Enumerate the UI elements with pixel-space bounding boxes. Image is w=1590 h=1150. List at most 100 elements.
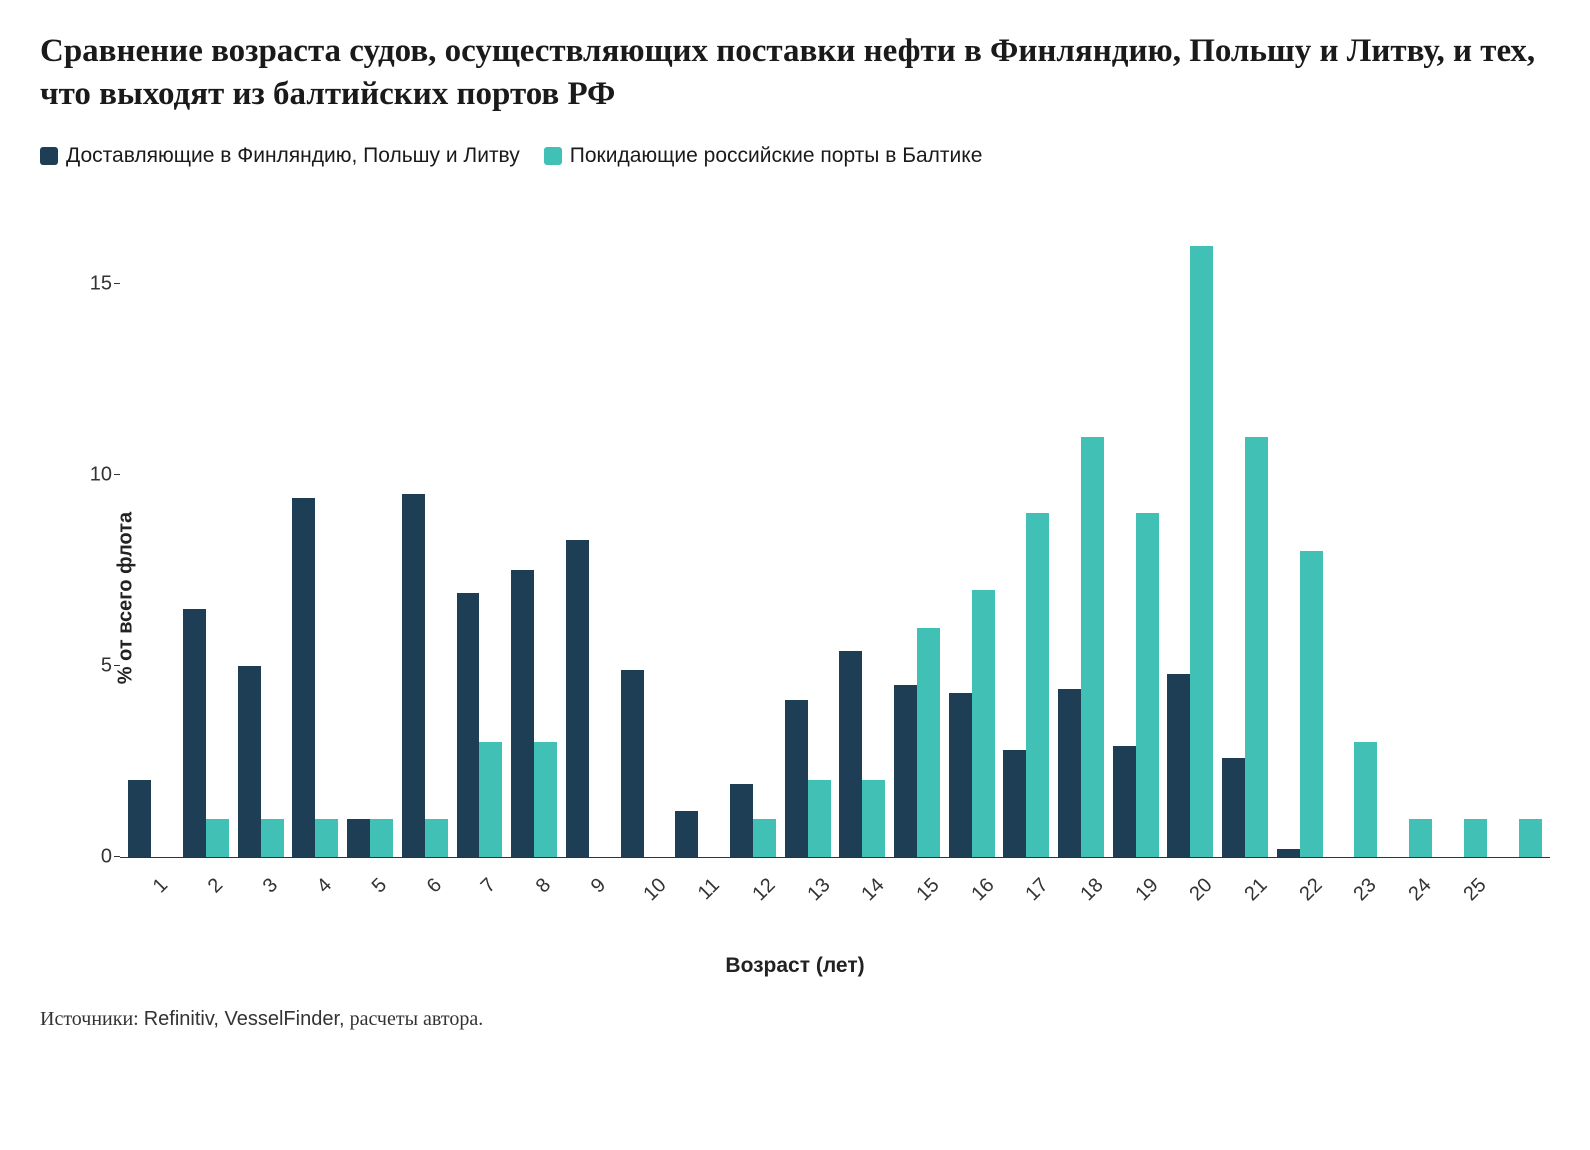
bar-series1 xyxy=(511,570,534,856)
bar-series1 xyxy=(1058,689,1081,857)
chart-area: % от всего флота Возраст (лет) 123456789… xyxy=(40,208,1550,988)
y-tick-label: 5 xyxy=(72,654,112,677)
bar-series2 xyxy=(1300,551,1323,856)
x-tick-label: 25 xyxy=(1459,874,1491,906)
x-tick-label: 24 xyxy=(1405,874,1437,906)
bar-group: 4 xyxy=(288,208,343,857)
x-tick-label: 19 xyxy=(1131,874,1163,906)
bar-group: 9 xyxy=(562,208,617,857)
bar-series2 xyxy=(1464,819,1487,857)
x-tick-label: 22 xyxy=(1295,874,1327,906)
bar-series2 xyxy=(1081,437,1104,857)
bar-series1 xyxy=(785,700,808,857)
footnote-sources: Refinitiv, VesselFinder, xyxy=(144,1008,345,1030)
bar-group: 24 xyxy=(1382,208,1437,857)
footnote-suffix: расчеты автора. xyxy=(350,1008,484,1030)
bar-group: 1 xyxy=(124,208,179,857)
bar-group: 19 xyxy=(1108,208,1163,857)
bar-series1 xyxy=(128,780,151,856)
bar-group: 25 xyxy=(1437,208,1492,857)
x-tick-label: 9 xyxy=(587,874,611,898)
legend-swatch-series1 xyxy=(40,147,58,165)
bar-series2 xyxy=(534,742,557,857)
x-tick-label: 16 xyxy=(967,874,999,906)
bar-group: 2 xyxy=(179,208,234,857)
bar-group: 5 xyxy=(343,208,398,857)
y-tick-label: 15 xyxy=(72,273,112,296)
x-tick-label: 4 xyxy=(313,874,337,898)
bar-series2 xyxy=(1409,819,1432,857)
bar-series2 xyxy=(972,590,995,857)
bar-series1 xyxy=(347,819,370,857)
bar-group: 8 xyxy=(507,208,562,857)
bar-series2 xyxy=(425,819,448,857)
bar-group: 11 xyxy=(671,208,726,857)
source-footnote: Источники: Refinitiv, VesselFinder, расч… xyxy=(40,1008,1550,1031)
x-tick-label: 21 xyxy=(1240,874,1272,906)
bar-series1 xyxy=(621,670,644,857)
x-tick-label: 12 xyxy=(748,874,780,906)
bar-group: 10 xyxy=(616,208,671,857)
x-tick-label: 17 xyxy=(1022,874,1054,906)
bar-group: 20 xyxy=(1163,208,1218,857)
bar-series2 xyxy=(917,628,940,857)
bar-series1 xyxy=(730,784,753,857)
bar-series1 xyxy=(949,693,972,857)
x-tick-label: 7 xyxy=(477,874,501,898)
legend-swatch-series2 xyxy=(544,147,562,165)
bar-series1 xyxy=(839,651,862,857)
legend-label-series2: Покидающие российские порты в Балтике xyxy=(570,144,983,168)
bars-container: 1234567891011121314151617181920212223242… xyxy=(120,208,1550,857)
bar-group: 23 xyxy=(1327,208,1382,857)
x-tick-label: 15 xyxy=(912,874,944,906)
bar-series2 xyxy=(808,780,831,856)
bar-group: 13 xyxy=(780,208,835,857)
y-tick-mark xyxy=(114,665,120,666)
bar-series1 xyxy=(402,494,425,857)
legend-item-series1: Доставляющие в Финляндию, Польшу и Литву xyxy=(40,144,520,168)
bar-group: 16 xyxy=(944,208,999,857)
x-tick-label: 1 xyxy=(149,874,173,898)
bar-series2 xyxy=(753,819,776,857)
x-tick-label: 3 xyxy=(258,874,282,898)
x-tick-label: 11 xyxy=(694,874,725,905)
bar-series2 xyxy=(479,742,502,857)
x-tick-label: 18 xyxy=(1076,874,1108,906)
bar-group: 6 xyxy=(397,208,452,857)
bar-group: 7 xyxy=(452,208,507,857)
bar-series2 xyxy=(862,780,885,856)
bar-series1 xyxy=(1003,750,1026,857)
bar-series1 xyxy=(1277,849,1300,857)
bar-series1 xyxy=(1167,674,1190,857)
bar-series2 xyxy=(315,819,338,857)
bar-series1 xyxy=(566,540,589,857)
bar-group: 15 xyxy=(890,208,945,857)
bar-series1 xyxy=(894,685,917,857)
bar-group: 22 xyxy=(1272,208,1327,857)
x-tick-label: 10 xyxy=(639,874,671,906)
bar-series2 xyxy=(370,819,393,857)
legend: Доставляющие в Финляндию, Польшу и Литву… xyxy=(40,144,1550,168)
legend-label-series1: Доставляющие в Финляндию, Польшу и Литву xyxy=(66,144,520,168)
bar-group: 17 xyxy=(999,208,1054,857)
x-tick-label: 5 xyxy=(368,874,392,898)
x-tick-label: 23 xyxy=(1350,874,1382,906)
y-tick-mark xyxy=(114,474,120,475)
y-tick-mark xyxy=(114,283,120,284)
plot-region: 1234567891011121314151617181920212223242… xyxy=(120,208,1550,858)
bar-series2 xyxy=(261,819,284,857)
bar-group: 14 xyxy=(835,208,890,857)
y-tick-mark xyxy=(114,856,120,857)
bar-group xyxy=(1491,208,1546,857)
bar-series1 xyxy=(1113,746,1136,857)
bar-group: 3 xyxy=(233,208,288,857)
legend-item-series2: Покидающие российские порты в Балтике xyxy=(544,144,983,168)
bar-series2 xyxy=(1136,513,1159,857)
bar-series1 xyxy=(292,498,315,857)
bar-series2 xyxy=(1026,513,1049,857)
bar-series2 xyxy=(1519,819,1542,857)
bar-series1 xyxy=(183,609,206,857)
x-axis-label: Возраст (лет) xyxy=(725,954,864,978)
x-tick-label: 14 xyxy=(858,874,890,906)
bar-series1 xyxy=(675,811,698,857)
